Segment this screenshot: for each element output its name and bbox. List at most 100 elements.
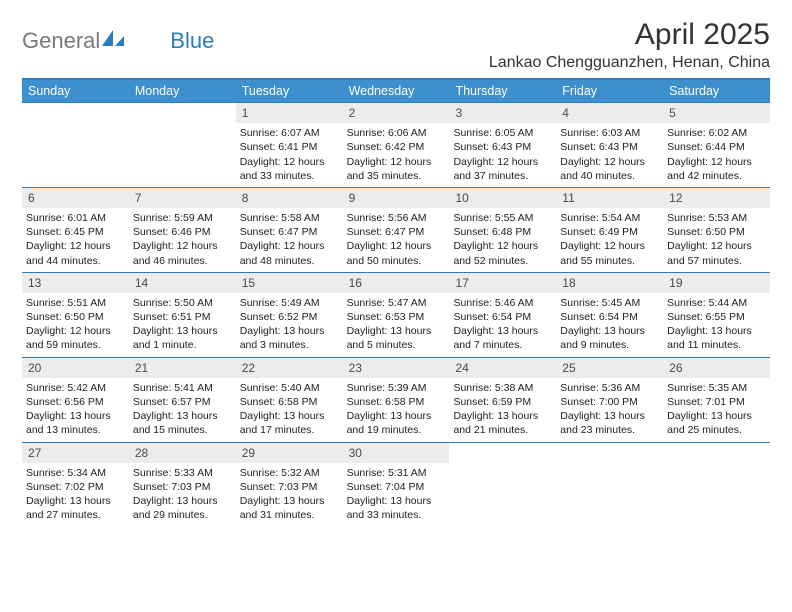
- day-details: Sunrise: 6:07 AMSunset: 6:41 PMDaylight:…: [240, 126, 339, 183]
- day-details: Sunrise: 6:01 AMSunset: 6:45 PMDaylight:…: [26, 211, 125, 268]
- sunset-line: Sunset: 6:50 PM: [667, 225, 766, 239]
- day-cell: 26Sunrise: 5:35 AMSunset: 7:01 PMDayligh…: [663, 358, 770, 442]
- day-cell: 23 Sunrise: 5:39 AMSunset: 6:58 PMDayligh…: [343, 358, 450, 442]
- day-details: Sunrise: 5:32 AMSunset: 7:03 PMDaylight:…: [240, 466, 339, 523]
- sunrise-line: Sunrise: 5:54 AM: [560, 211, 659, 225]
- sunset-line: Sunset: 6:43 PM: [453, 140, 552, 154]
- day-number: 19: [663, 273, 770, 293]
- daylight-line: Daylight: 12 hours and 35 minutes.: [347, 155, 446, 183]
- sunset-line: Sunset: 6:46 PM: [133, 225, 232, 239]
- day-cell: 24Sunrise: 5:38 AMSunset: 6:59 PMDayligh…: [449, 358, 556, 442]
- weekday-header: Wednesday: [343, 80, 450, 102]
- day-number: 8: [236, 188, 343, 208]
- sunrise-line: Sunrise: 5:38 AM: [453, 381, 552, 395]
- day-number: 23: [343, 358, 450, 378]
- sunset-line: Sunset: 6:48 PM: [453, 225, 552, 239]
- day-number: 1: [236, 103, 343, 123]
- week-row: 27Sunrise: 5:34 AMSunset: 7:02 PMDayligh…: [22, 442, 770, 527]
- daylight-line: Daylight: 13 hours and 29 minutes.: [133, 494, 232, 522]
- sunset-line: Sunset: 6:58 PM: [240, 395, 339, 409]
- sunrise-line: Sunrise: 5:58 AM: [240, 211, 339, 225]
- day-cell: 27Sunrise: 5:34 AMSunset: 7:02 PMDayligh…: [22, 443, 129, 527]
- day-details: Sunrise: 5:58 AMSunset: 6:47 PMDaylight:…: [240, 211, 339, 268]
- weekday-header: Friday: [556, 80, 663, 102]
- day-cell: 17Sunrise: 5:46 AMSunset: 6:54 PMDayligh…: [449, 273, 556, 357]
- day-number: 15: [236, 273, 343, 293]
- daylight-line: Daylight: 13 hours and 25 minutes.: [667, 409, 766, 437]
- day-cell: 3Sunrise: 6:05 AMSunset: 6:43 PMDaylight…: [449, 103, 556, 187]
- day-cell: 0: [663, 443, 770, 527]
- day-cell: 4Sunrise: 6:03 AMSunset: 6:43 PMDaylight…: [556, 103, 663, 187]
- day-cell: 0: [449, 443, 556, 527]
- location-text: Lankao Chengguanzhen, Henan, China: [489, 54, 770, 72]
- day-details: Sunrise: 5:45 AMSunset: 6:54 PMDaylight:…: [560, 296, 659, 353]
- day-details: Sunrise: 5:36 AMSunset: 7:00 PMDaylight:…: [560, 381, 659, 438]
- sunrise-line: Sunrise: 5:34 AM: [26, 466, 125, 480]
- day-number: 29: [236, 443, 343, 463]
- daylight-line: Daylight: 13 hours and 19 minutes.: [347, 409, 446, 437]
- daylight-line: Daylight: 13 hours and 31 minutes.: [240, 494, 339, 522]
- sunset-line: Sunset: 7:03 PM: [133, 480, 232, 494]
- day-cell: 21Sunrise: 5:41 AMSunset: 6:57 PMDayligh…: [129, 358, 236, 442]
- day-number: 18: [556, 273, 663, 293]
- brand-part2: Blue: [170, 28, 214, 54]
- sunset-line: Sunset: 6:54 PM: [560, 310, 659, 324]
- weekday-header: Thursday: [449, 80, 556, 102]
- day-cell: 18 Sunrise: 5:45 AMSunset: 6:54 PMDayligh…: [556, 273, 663, 357]
- daylight-line: Daylight: 12 hours and 50 minutes.: [347, 239, 446, 267]
- day-details: Sunrise: 5:44 AMSunset: 6:55 PMDaylight:…: [667, 296, 766, 353]
- sunrise-line: Sunrise: 6:02 AM: [667, 126, 766, 140]
- day-cell: 10Sunrise: 5:55 AMSunset: 6:48 PMDayligh…: [449, 188, 556, 272]
- day-number: 28: [129, 443, 236, 463]
- sunset-line: Sunset: 6:57 PM: [133, 395, 232, 409]
- weekday-header-row: SundayMondayTuesdayWednesdayThursdayFrid…: [22, 80, 770, 102]
- day-details: Sunrise: 5:47 AMSunset: 6:53 PMDaylight:…: [347, 296, 446, 353]
- day-number: 6: [22, 188, 129, 208]
- day-number: 17: [449, 273, 556, 293]
- day-cell: 15Sunrise: 5:49 AMSunset: 6:52 PMDayligh…: [236, 273, 343, 357]
- sunrise-line: Sunrise: 5:46 AM: [453, 296, 552, 310]
- day-details: Sunrise: 5:33 AMSunset: 7:03 PMDaylight:…: [133, 466, 232, 523]
- daylight-line: Daylight: 13 hours and 11 minutes.: [667, 324, 766, 352]
- sunset-line: Sunset: 6:50 PM: [26, 310, 125, 324]
- sunrise-line: Sunrise: 5:55 AM: [453, 211, 552, 225]
- day-number: 13: [22, 273, 129, 293]
- day-number: 12: [663, 188, 770, 208]
- day-details: Sunrise: 5:39 AMSunset: 6:58 PMDaylight:…: [347, 381, 446, 438]
- sunrise-line: Sunrise: 5:44 AM: [667, 296, 766, 310]
- sunset-line: Sunset: 6:51 PM: [133, 310, 232, 324]
- sunset-line: Sunset: 6:47 PM: [347, 225, 446, 239]
- day-cell: 12 Sunrise: 5:53 AMSunset: 6:50 PMDayligh…: [663, 188, 770, 272]
- day-cell: 1 Sunrise: 6:07 AMSunset: 6:41 PMDaylight…: [236, 103, 343, 187]
- sunrise-line: Sunrise: 5:49 AM: [240, 296, 339, 310]
- daylight-line: Daylight: 13 hours and 15 minutes.: [133, 409, 232, 437]
- day-details: Sunrise: 5:53 AMSunset: 6:50 PMDaylight:…: [667, 211, 766, 268]
- sunset-line: Sunset: 7:01 PM: [667, 395, 766, 409]
- day-number: 26: [663, 358, 770, 378]
- daylight-line: Daylight: 12 hours and 55 minutes.: [560, 239, 659, 267]
- day-cell: 5Sunrise: 6:02 AMSunset: 6:44 PMDaylight…: [663, 103, 770, 187]
- sunrise-line: Sunrise: 5:32 AM: [240, 466, 339, 480]
- day-details: Sunrise: 5:51 AMSunset: 6:50 PMDaylight:…: [26, 296, 125, 353]
- sunset-line: Sunset: 6:56 PM: [26, 395, 125, 409]
- day-details: Sunrise: 5:31 AMSunset: 7:04 PMDaylight:…: [347, 466, 446, 523]
- day-details: Sunrise: 5:40 AMSunset: 6:58 PMDaylight:…: [240, 381, 339, 438]
- day-cell: 0: [22, 103, 129, 187]
- day-cell: 0: [556, 443, 663, 527]
- weekday-header: Tuesday: [236, 80, 343, 102]
- daylight-line: Daylight: 13 hours and 13 minutes.: [26, 409, 125, 437]
- daylight-line: Daylight: 12 hours and 40 minutes.: [560, 155, 659, 183]
- day-details: Sunrise: 5:50 AMSunset: 6:51 PMDaylight:…: [133, 296, 232, 353]
- sunset-line: Sunset: 6:49 PM: [560, 225, 659, 239]
- day-details: Sunrise: 5:55 AMSunset: 6:48 PMDaylight:…: [453, 211, 552, 268]
- day-number: 3: [449, 103, 556, 123]
- day-cell: 16Sunrise: 5:47 AMSunset: 6:53 PMDayligh…: [343, 273, 450, 357]
- day-number: 30: [343, 443, 450, 463]
- sunset-line: Sunset: 7:04 PM: [347, 480, 446, 494]
- day-cell: 14Sunrise: 5:50 AMSunset: 6:51 PMDayligh…: [129, 273, 236, 357]
- day-details: Sunrise: 6:06 AMSunset: 6:42 PMDaylight:…: [347, 126, 446, 183]
- day-number: 25: [556, 358, 663, 378]
- daylight-line: Daylight: 13 hours and 7 minutes.: [453, 324, 552, 352]
- day-cell: 13 Sunrise: 5:51 AMSunset: 6:50 PMDayligh…: [22, 273, 129, 357]
- daylight-line: Daylight: 12 hours and 42 minutes.: [667, 155, 766, 183]
